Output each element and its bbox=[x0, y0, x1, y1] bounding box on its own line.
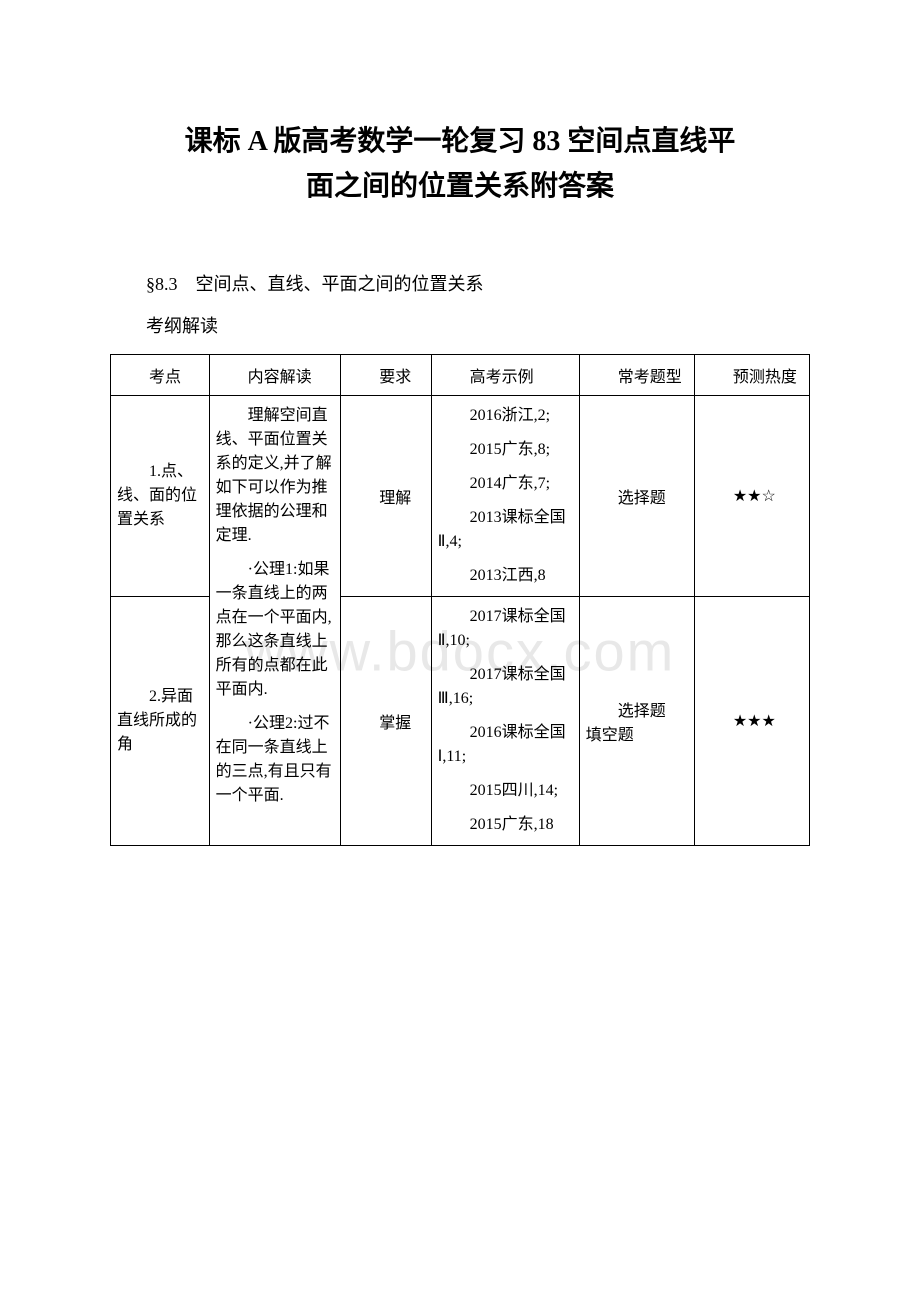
section-heading: §8.3 空间点、直线、平面之间的位置关系 bbox=[110, 270, 810, 296]
cell-heat-1: ★★☆ bbox=[694, 395, 809, 596]
example-item: 2015广东,18 bbox=[438, 813, 573, 837]
col-header-heat: 预测热度 bbox=[694, 354, 809, 395]
page-content: 课标 A 版高考数学一轮复习 83 空间点直线平 面之间的位置关系附答案 §8.… bbox=[110, 120, 810, 846]
cell-topic-1: 1.点、线、面的位置关系 bbox=[111, 395, 210, 596]
table-row: 1.点、线、面的位置关系 理解空间直线、平面位置关系的定义,并了解如下可以作为推… bbox=[111, 395, 810, 596]
example-item: 2016课标全国Ⅰ,11; bbox=[438, 721, 573, 769]
cell-heat-2: ★★★ bbox=[694, 596, 809, 845]
col-header-examples: 高考示例 bbox=[431, 354, 579, 395]
topic-text: 1.点、线、面的位置关系 bbox=[117, 460, 203, 532]
col-header-content: 内容解读 bbox=[209, 354, 341, 395]
col-header-requirement: 要求 bbox=[341, 354, 431, 395]
table-header-row: 考点 内容解读 要求 高考示例 常考题型 预测热度 bbox=[111, 354, 810, 395]
cell-type-1: 选择题 bbox=[579, 395, 694, 596]
topic-text: 2.异面直线所成的角 bbox=[117, 685, 203, 757]
cell-content-merged: 理解空间直线、平面位置关系的定义,并了解如下可以作为推理依据的公理和定理. ·公… bbox=[209, 395, 341, 845]
sub-heading: 考纲解读 bbox=[110, 312, 810, 338]
example-item: 2017课标全国Ⅱ,10; bbox=[438, 605, 573, 653]
title-line-1: 课标 A 版高考数学一轮复习 83 空间点直线平 bbox=[185, 126, 736, 157]
exam-syllabus-table: 考点 内容解读 要求 高考示例 常考题型 预测热度 1.点、线、面的位置关系 理… bbox=[110, 354, 810, 846]
cell-requirement-2: 掌握 bbox=[341, 596, 431, 845]
example-item: 2013课标全国Ⅱ,4; bbox=[438, 506, 573, 554]
col-header-type: 常考题型 bbox=[579, 354, 694, 395]
content-para: ·公理1:如果一条直线上的两点在一个平面内,那么这条直线上所有的点都在此平面内. bbox=[216, 558, 335, 702]
col-header-topic: 考点 bbox=[111, 354, 210, 395]
example-item: 2015四川,14; bbox=[438, 779, 573, 803]
page-title: 课标 A 版高考数学一轮复习 83 空间点直线平 面之间的位置关系附答案 bbox=[110, 120, 810, 210]
example-item: 2017课标全国Ⅲ,16; bbox=[438, 663, 573, 711]
title-line-2: 面之间的位置关系附答案 bbox=[306, 171, 614, 202]
cell-topic-2: 2.异面直线所成的角 bbox=[111, 596, 210, 845]
cell-examples-1: 2016浙江,2; 2015广东,8; 2014广东,7; 2013课标全国Ⅱ,… bbox=[431, 395, 579, 596]
example-item: 2014广东,7; bbox=[438, 472, 573, 496]
example-item: 2013江西,8 bbox=[438, 564, 573, 588]
cell-requirement-1: 理解 bbox=[341, 395, 431, 596]
cell-type-2: 选择题 填空题 bbox=[579, 596, 694, 845]
content-para: ·公理2:过不在同一条直线上的三点,有且只有一个平面. bbox=[216, 712, 335, 808]
cell-examples-2: 2017课标全国Ⅱ,10; 2017课标全国Ⅲ,16; 2016课标全国Ⅰ,11… bbox=[431, 596, 579, 845]
content-para: 理解空间直线、平面位置关系的定义,并了解如下可以作为推理依据的公理和定理. bbox=[216, 404, 335, 548]
example-item: 2015广东,8; bbox=[438, 438, 573, 462]
example-item: 2016浙江,2; bbox=[438, 404, 573, 428]
